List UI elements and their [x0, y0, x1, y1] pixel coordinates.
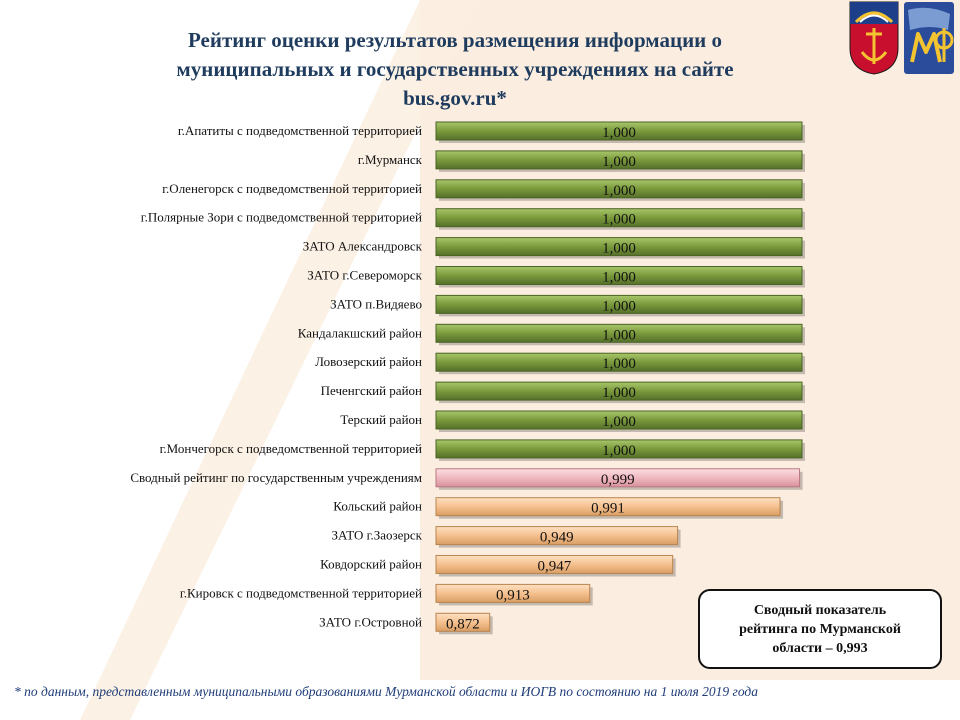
- category-label-8: Ловозерский район: [315, 354, 422, 369]
- value-label-5: 1,000: [602, 270, 636, 286]
- rating-bar-chart: г.Апатиты с подведомственной территорией…: [130, 121, 805, 635]
- bar-11: [435, 439, 803, 459]
- category-label-10: Терский район: [340, 412, 422, 427]
- summary-box: Сводный показатель рейтинга по Мурманско…: [698, 589, 942, 669]
- value-labels: 1,000 1,000 1,000 1,000 1,000 1,000 1,000 1,000…: [446, 125, 636, 632]
- bar-8: [435, 352, 803, 372]
- title-line-2: муниципальных и государственных учрежден…: [176, 57, 734, 81]
- bar-4: [435, 237, 803, 257]
- category-label-5: ЗАТО г.Североморск: [307, 268, 422, 283]
- bar-9: [435, 381, 803, 401]
- value-label-2: 1,000: [602, 183, 636, 199]
- category-label-7: Кандалакшский район: [298, 325, 422, 340]
- value-label-0: 1,000: [602, 125, 636, 141]
- bar-3: [435, 208, 803, 228]
- bar-7: [435, 323, 803, 343]
- value-label-16: 0,913: [496, 587, 530, 603]
- murmansk-coat-of-arms-icon: [849, 1, 899, 75]
- bar-6: [435, 294, 803, 314]
- bar-10: [435, 410, 803, 430]
- value-label-1: 1,000: [602, 154, 636, 170]
- category-label-15: Ковдорский район: [320, 557, 422, 572]
- value-label-7: 1,000: [602, 327, 636, 343]
- summary-line-2: рейтинга по Мурманской: [739, 621, 901, 637]
- summary-line-1: Сводный показатель: [753, 602, 887, 618]
- category-label-11: г.Мончегорск с подведомственной территор…: [160, 441, 422, 456]
- bar-2: [435, 179, 803, 199]
- value-label-15: 0,947: [537, 559, 571, 575]
- category-label-14: ЗАТО г.Заозерск: [331, 528, 422, 543]
- logos: [849, 1, 954, 75]
- bar-16: [435, 583, 591, 603]
- value-label-13: 0,991: [591, 501, 625, 517]
- title-line-1: Рейтинг оценки результатов размещения ин…: [187, 28, 723, 52]
- value-label-11: 1,000: [602, 443, 636, 459]
- value-label-6: 1,000: [602, 298, 636, 314]
- value-label-10: 1,000: [602, 414, 636, 430]
- bar-17: [435, 612, 491, 632]
- value-label-17: 0,872: [446, 616, 480, 632]
- category-labels: г.Апатиты с подведомственной территорией…: [130, 123, 422, 629]
- category-label-9: Печенгский район: [321, 383, 422, 398]
- category-label-13: Кольский район: [333, 499, 422, 514]
- category-label-0: г.Апатиты с подведомственной территорией: [178, 123, 422, 138]
- bar-15: [435, 555, 674, 574]
- bar-12: [435, 468, 801, 488]
- value-label-12: 0,999: [601, 472, 635, 488]
- category-label-3: г.Полярные Зори с подведомственной терри…: [141, 210, 422, 225]
- value-label-14: 0,949: [540, 530, 574, 546]
- footnote: * по данным, представленным муниципальны…: [14, 684, 758, 699]
- category-label-17: ЗАТО г.Островной: [319, 614, 422, 629]
- category-label-4: ЗАТО Александровск: [303, 239, 423, 254]
- category-label-1: г.Мурманск: [358, 152, 423, 167]
- value-label-9: 1,000: [602, 385, 636, 401]
- ministry-finance-emblem-icon: [904, 2, 954, 74]
- category-label-16: г.Кировск с подведомственной территорией: [180, 585, 422, 600]
- bar-14: [435, 526, 679, 546]
- page-title: Рейтинг оценки результатов размещения ин…: [130, 26, 780, 113]
- category-label-12: Сводный рейтинг по государственным учреж…: [130, 470, 422, 485]
- bar-1: [435, 150, 803, 170]
- value-label-3: 1,000: [602, 212, 636, 228]
- bar-0: [435, 121, 803, 141]
- bar-5: [435, 266, 803, 285]
- bars-layer: [435, 121, 805, 635]
- value-label-4: 1,000: [602, 241, 636, 257]
- category-label-2: г.Оленегорск с подведомственной территор…: [162, 181, 422, 196]
- bar-13: [435, 497, 781, 517]
- value-label-8: 1,000: [602, 356, 636, 372]
- category-label-6: ЗАТО п.Видяево: [330, 296, 422, 311]
- summary-line-3: области – 0,993: [772, 640, 868, 656]
- title-line-3: bus.gov.ru*: [403, 86, 507, 110]
